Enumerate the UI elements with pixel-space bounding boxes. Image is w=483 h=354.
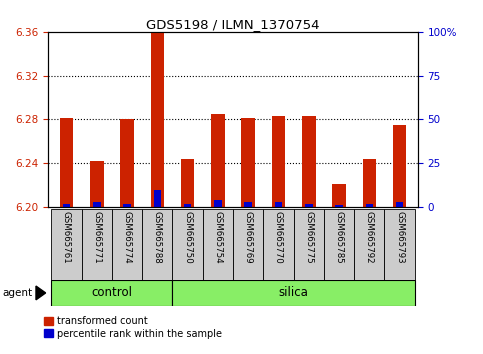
Text: GSM665761: GSM665761 <box>62 211 71 264</box>
Bar <box>363 159 376 207</box>
Text: GSM665785: GSM665785 <box>335 211 343 264</box>
Bar <box>203 209 233 280</box>
Text: GSM665793: GSM665793 <box>395 211 404 264</box>
Text: GSM665792: GSM665792 <box>365 211 374 264</box>
Bar <box>393 125 406 207</box>
Bar <box>244 202 252 207</box>
Bar <box>151 32 164 207</box>
Bar <box>294 209 324 280</box>
Bar <box>172 209 203 280</box>
Bar <box>51 209 82 280</box>
Text: GSM665774: GSM665774 <box>123 211 131 264</box>
Bar <box>332 184 346 207</box>
Text: GSM665769: GSM665769 <box>244 211 253 264</box>
Bar <box>123 204 131 207</box>
Bar <box>63 204 70 207</box>
Polygon shape <box>36 286 46 300</box>
Bar <box>154 190 161 207</box>
Bar <box>305 204 313 207</box>
Bar <box>112 209 142 280</box>
Bar <box>82 209 112 280</box>
Text: GSM665771: GSM665771 <box>92 211 101 264</box>
Text: GSM665754: GSM665754 <box>213 211 222 264</box>
Title: GDS5198 / ILMN_1370754: GDS5198 / ILMN_1370754 <box>146 18 320 31</box>
Text: silica: silica <box>279 286 309 299</box>
Bar <box>233 209 263 280</box>
Bar <box>181 159 195 207</box>
Bar <box>396 202 403 207</box>
Bar <box>214 200 222 207</box>
Bar <box>211 114 225 207</box>
Text: GSM665775: GSM665775 <box>304 211 313 264</box>
Bar <box>120 120 134 207</box>
Bar <box>354 209 384 280</box>
Bar <box>302 116 315 207</box>
Text: control: control <box>91 286 132 299</box>
Text: agent: agent <box>2 288 32 298</box>
Bar <box>172 280 415 306</box>
Text: GSM665750: GSM665750 <box>183 211 192 264</box>
Bar <box>384 209 415 280</box>
Text: GSM665788: GSM665788 <box>153 211 162 264</box>
Bar <box>242 118 255 207</box>
Bar <box>335 205 343 207</box>
Bar <box>263 209 294 280</box>
Legend: transformed count, percentile rank within the sample: transformed count, percentile rank withi… <box>43 316 222 339</box>
Bar <box>275 202 282 207</box>
Bar <box>271 116 285 207</box>
Bar <box>184 204 191 207</box>
Bar <box>93 202 100 207</box>
Bar <box>324 209 354 280</box>
Bar <box>51 280 172 306</box>
Text: GSM665770: GSM665770 <box>274 211 283 264</box>
Bar <box>142 209 172 280</box>
Bar <box>366 204 373 207</box>
Bar <box>90 161 103 207</box>
Bar <box>60 118 73 207</box>
